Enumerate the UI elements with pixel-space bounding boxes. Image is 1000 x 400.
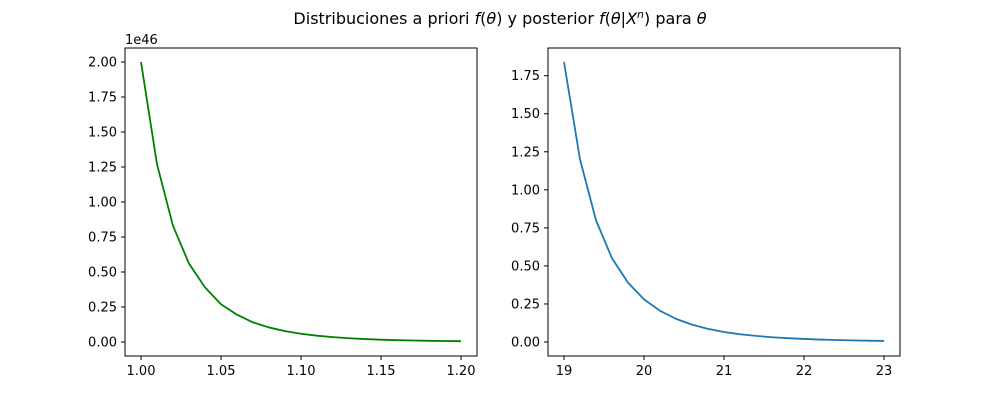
prior-density-line: [140, 61, 462, 343]
posterior-x-tick-label: 22: [796, 364, 813, 379]
posterior-y-tick-label: 0.25: [511, 297, 540, 312]
title-paren1-close: ): [496, 9, 502, 28]
prior-axes-frame: [124, 47, 478, 357]
title-f1: f: [475, 9, 483, 28]
posterior-series-group: [563, 61, 885, 342]
title-text-1: Distribuciones a priori: [293, 9, 474, 28]
title-paren2: (: [605, 9, 611, 28]
prior-x-tick-label: 1.20: [447, 364, 476, 379]
posterior-y-tick-label: 1.75: [511, 69, 540, 84]
prior-x-tick-label: 1.00: [127, 364, 156, 379]
prior-x-tick-label: 1.15: [367, 364, 396, 379]
title-theta1: θ: [486, 9, 496, 28]
posterior-axes-frame: [547, 47, 901, 357]
title-text-3: para: [650, 9, 697, 28]
prior-x-tick-label: 1.05: [207, 364, 236, 379]
prior-y-tick-label: 0.00: [88, 336, 117, 351]
prior-y-tick-label: 0.75: [88, 231, 117, 246]
prior-y-tick-label: 1.50: [88, 126, 117, 141]
posterior-x-tick-label: 20: [636, 364, 653, 379]
prior-y-offset-label: 1e46: [125, 33, 158, 48]
title-paren1: (: [480, 9, 486, 28]
prior-chart-panel: 1.00 1.05 1.10 1.15 1.20 0.00 0.25 0.50 0.75 1.00…: [88, 33, 478, 380]
posterior-y-tick-label: 0.75: [511, 221, 540, 236]
posterior-y-tick-label: 1.50: [511, 107, 540, 122]
title-text-2: y posterior: [502, 9, 599, 28]
prior-y-tick-label: 0.50: [88, 266, 117, 281]
posterior-x-tick-label: 21: [716, 364, 733, 379]
prior-y-tick-label: 2.00: [88, 56, 117, 71]
posterior-density-line: [563, 61, 885, 342]
prior-ticks-group: 1.00 1.05 1.10 1.15 1.20 0.00 0.25 0.50 0.75 1.00…: [88, 56, 475, 380]
posterior-x-tick-label: 19: [556, 364, 573, 379]
posterior-y-tick-label: 1.25: [511, 145, 540, 160]
title-n-superscript: n: [637, 8, 644, 21]
prior-series-group: [140, 61, 462, 343]
prior-y-tick-label: 0.25: [88, 301, 117, 316]
posterior-chart-panel: 19 20 21 22 23 0.00 0.25 0.50 0.75 1.00 1.25 1.50 1.…: [511, 47, 901, 379]
posterior-y-tick-label: 1.00: [511, 183, 540, 198]
posterior-x-tick-label: 23: [876, 364, 893, 379]
title-bar: |: [621, 9, 626, 28]
posterior-y-tick-label: 0.50: [511, 259, 540, 274]
posterior-ticks-group: 19 20 21 22 23 0.00 0.25 0.50 0.75 1.00 1.25 1.50 1.…: [511, 69, 892, 379]
posterior-y-tick-label: 0.00: [511, 336, 540, 351]
prior-x-tick-label: 1.10: [287, 364, 316, 379]
prior-y-tick-label: 1.00: [88, 196, 117, 211]
prior-y-tick-label: 1.75: [88, 91, 117, 106]
prior-y-tick-label: 1.25: [88, 161, 117, 176]
title-paren2-close: ): [644, 9, 650, 28]
title-X: X: [625, 9, 638, 28]
title-theta2: θ: [611, 9, 621, 28]
figure-title: Distribuciones a priori f(θ) y posterior…: [293, 8, 706, 28]
title-theta3: θ: [697, 9, 707, 28]
title-f2: f: [599, 9, 607, 28]
